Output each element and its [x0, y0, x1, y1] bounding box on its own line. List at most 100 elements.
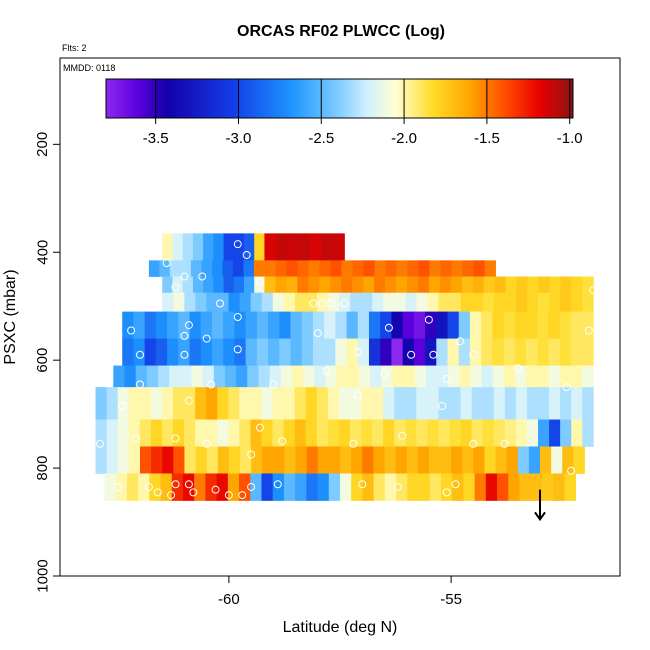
data-marker: [127, 326, 136, 335]
heatmap-cell: [508, 473, 520, 501]
heatmap-cell: [295, 473, 307, 501]
heatmap-cell: [191, 365, 204, 388]
data-marker: [184, 321, 193, 330]
heatmap-cell: [526, 419, 539, 447]
heatmap-cell: [172, 387, 185, 420]
heatmap-cell: [526, 365, 538, 388]
heatmap-cell: [256, 338, 269, 366]
heatmap-cell: [234, 311, 247, 339]
data-marker: [180, 272, 189, 281]
data-markers: [96, 240, 598, 500]
data-marker: [562, 383, 571, 392]
heatmap-cell: [286, 276, 298, 294]
heatmap-cell: [428, 276, 441, 294]
heatmap-cell: [150, 419, 163, 447]
heatmap-cell: [562, 446, 574, 474]
heatmap-cell: [368, 338, 381, 366]
heatmap-cell: [459, 365, 471, 388]
heatmap-cell: [425, 311, 437, 339]
heatmap-cell: [447, 311, 460, 339]
heatmap-cell: [396, 260, 408, 277]
heatmap-cell: [135, 365, 148, 388]
heatmap-cell: [582, 387, 594, 420]
data-marker: [171, 434, 180, 443]
data-marker: [513, 364, 522, 373]
heatmap-cell: [437, 365, 449, 388]
heatmap-cell: [316, 387, 329, 420]
heatmap-cell: [275, 233, 288, 261]
heatmap-cell: [283, 419, 296, 447]
heatmap-cell: [264, 233, 277, 261]
heatmap-cell: [571, 387, 583, 420]
colorbar-tick-label: -1.0: [557, 130, 583, 147]
heatmap-cell: [418, 260, 430, 277]
heatmap-cell: [372, 419, 384, 447]
heatmap-cell: [213, 233, 224, 261]
heatmap-cell: [203, 233, 214, 261]
heatmap-cell: [351, 473, 363, 501]
heatmap-cell: [254, 276, 265, 294]
heatmap-cell: [268, 338, 280, 366]
heatmap-cell: [148, 260, 160, 277]
data-marker: [340, 299, 349, 308]
heatmap-cell: [492, 338, 504, 366]
heatmap-cell: [167, 311, 179, 339]
data-marker: [247, 482, 256, 491]
heatmap-cell: [482, 387, 495, 420]
heatmap-cell: [338, 419, 351, 447]
heatmap-cell: [370, 365, 382, 388]
heatmap-cell: [339, 292, 351, 313]
y-tick-label: 600: [34, 348, 51, 373]
heatmap-cell: [407, 260, 419, 277]
heatmap-cell: [240, 446, 252, 474]
heatmap-cell: [250, 419, 262, 447]
heatmap-cell: [560, 419, 572, 447]
heatmap-cell: [363, 276, 375, 294]
heatmap-cell: [283, 387, 296, 420]
heatmap-cell: [462, 446, 474, 474]
heatmap-cell: [484, 260, 496, 277]
heatmap-cell: [295, 446, 308, 474]
heatmap-cell: [151, 446, 163, 474]
heatmap-cell: [396, 276, 408, 294]
heatmap-cell: [284, 446, 296, 474]
heatmap-cell: [548, 365, 561, 388]
heatmap-cell: [250, 292, 263, 313]
heatmap-cell: [515, 365, 527, 388]
heatmap-cell: [195, 446, 208, 474]
heatmap-cell: [347, 365, 360, 388]
heatmap-cell: [195, 419, 207, 447]
data-marker: [233, 345, 242, 354]
heatmap-cell: [162, 233, 173, 261]
data-marker: [424, 315, 433, 324]
heatmap-cell: [493, 387, 506, 420]
heatmap-cell: [471, 387, 484, 420]
heatmap-cell: [200, 338, 213, 366]
heatmap-cell: [440, 260, 452, 277]
heatmap-cell: [549, 292, 561, 313]
heatmap-cell: [167, 338, 179, 366]
heatmap-cell: [324, 338, 336, 366]
heatmap-cell: [161, 387, 174, 420]
heatmap-cell: [341, 260, 353, 277]
heatmap-cell: [157, 365, 170, 388]
heatmap-cell: [261, 473, 274, 501]
heatmap-cell: [272, 387, 285, 420]
data-marker: [398, 431, 407, 440]
heatmap-cell: [338, 387, 351, 420]
colorbar-frame: [105, 78, 574, 119]
heatmap-cell: [505, 276, 517, 294]
heatmap-cell: [451, 260, 463, 277]
heatmap-cell: [515, 419, 528, 447]
colorbar-ticks: -3.5 -3.0 -2.5 -2.0 -1.5 -1.0: [143, 79, 583, 147]
heatmap-cell: [297, 276, 309, 294]
heatmap-cell: [314, 365, 326, 388]
heatmap-cell: [514, 311, 527, 339]
data-marker: [567, 466, 576, 475]
heatmap-cell: [308, 276, 320, 294]
heatmap-cell: [279, 311, 291, 339]
heatmap-cell: [449, 419, 461, 447]
heatmap-cell: [482, 292, 495, 313]
heatmap-cell: [106, 387, 119, 420]
heatmap-cell: [517, 446, 530, 474]
